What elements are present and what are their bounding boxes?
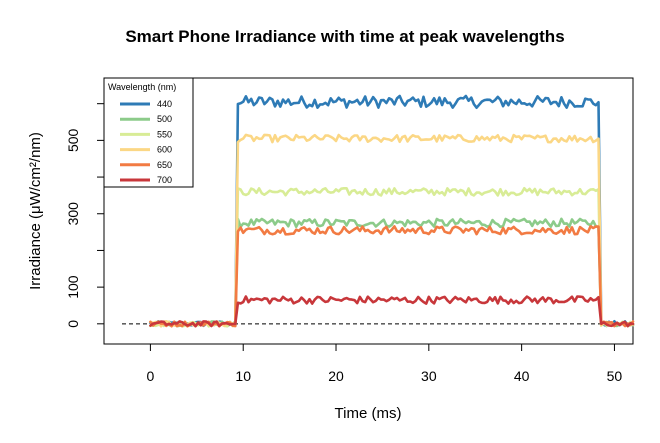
legend-box xyxy=(103,77,194,188)
series-line-440 xyxy=(149,94,635,328)
chart-title: Smart Phone Irradiance with time at peak… xyxy=(125,27,564,46)
legend-label-650: 650 xyxy=(157,160,172,170)
legend-label-440: 440 xyxy=(157,99,172,109)
y-tick-label: 0 xyxy=(65,320,81,328)
y-tick-label: 500 xyxy=(65,128,81,152)
x-tick-label: 20 xyxy=(328,368,344,384)
x-tick-label: 10 xyxy=(235,368,251,384)
x-tick-label: 50 xyxy=(607,368,623,384)
legend-label-550: 550 xyxy=(157,129,172,139)
legend-label-500: 500 xyxy=(157,114,172,124)
legend-entries: 440 500 550 600 650 700 xyxy=(120,99,172,185)
series-line-550 xyxy=(149,186,635,328)
y-axis: 0 100 300 500 xyxy=(65,103,105,328)
legend-title: Wavelength (nm) xyxy=(108,82,176,92)
x-axis: 0 10 20 30 40 50 xyxy=(147,343,623,384)
x-tick-label: 40 xyxy=(514,368,530,384)
series-line-700 xyxy=(149,295,635,328)
legend-label-700: 700 xyxy=(157,175,172,185)
legend-label-600: 600 xyxy=(157,145,172,155)
series-line-500 xyxy=(149,217,635,328)
series-line-650 xyxy=(149,225,635,328)
series-lines xyxy=(149,94,635,328)
x-tick-label: 0 xyxy=(147,368,155,384)
y-tick-label: 300 xyxy=(65,202,81,226)
y-axis-title: Irradiance (μW/cm²/nm) xyxy=(27,132,44,290)
x-tick-label: 30 xyxy=(421,368,437,384)
y-tick-label: 100 xyxy=(65,275,81,299)
x-axis-title: Time (ms) xyxy=(335,405,402,422)
legend: Wavelength (nm) 440 500 550 600 650 700 xyxy=(103,77,194,188)
